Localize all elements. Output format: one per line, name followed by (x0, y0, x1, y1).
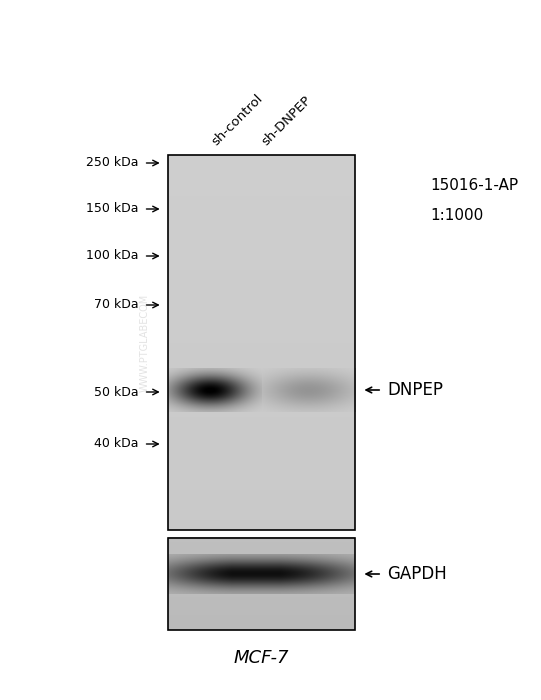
Text: MCF-7: MCF-7 (234, 649, 289, 667)
Bar (168, 538, 355, 630)
Text: sh-DNPEP: sh-DNPEP (259, 93, 313, 148)
Text: 150 kDa: 150 kDa (85, 202, 138, 216)
Text: 250 kDa: 250 kDa (85, 157, 138, 169)
Text: 50 kDa: 50 kDa (94, 386, 138, 398)
Text: 70 kDa: 70 kDa (94, 298, 138, 312)
Text: 15016-1-AP: 15016-1-AP (430, 178, 518, 193)
Bar (168, 155, 355, 530)
Text: 1:1000: 1:1000 (430, 207, 483, 223)
Text: DNPEP: DNPEP (387, 381, 444, 399)
Text: 40 kDa: 40 kDa (94, 438, 138, 451)
Text: GAPDH: GAPDH (387, 565, 447, 583)
Text: WWW.PTGLABECOM: WWW.PTGLABECOM (140, 293, 150, 391)
Text: 100 kDa: 100 kDa (85, 249, 138, 262)
Text: sh-control: sh-control (209, 92, 265, 148)
